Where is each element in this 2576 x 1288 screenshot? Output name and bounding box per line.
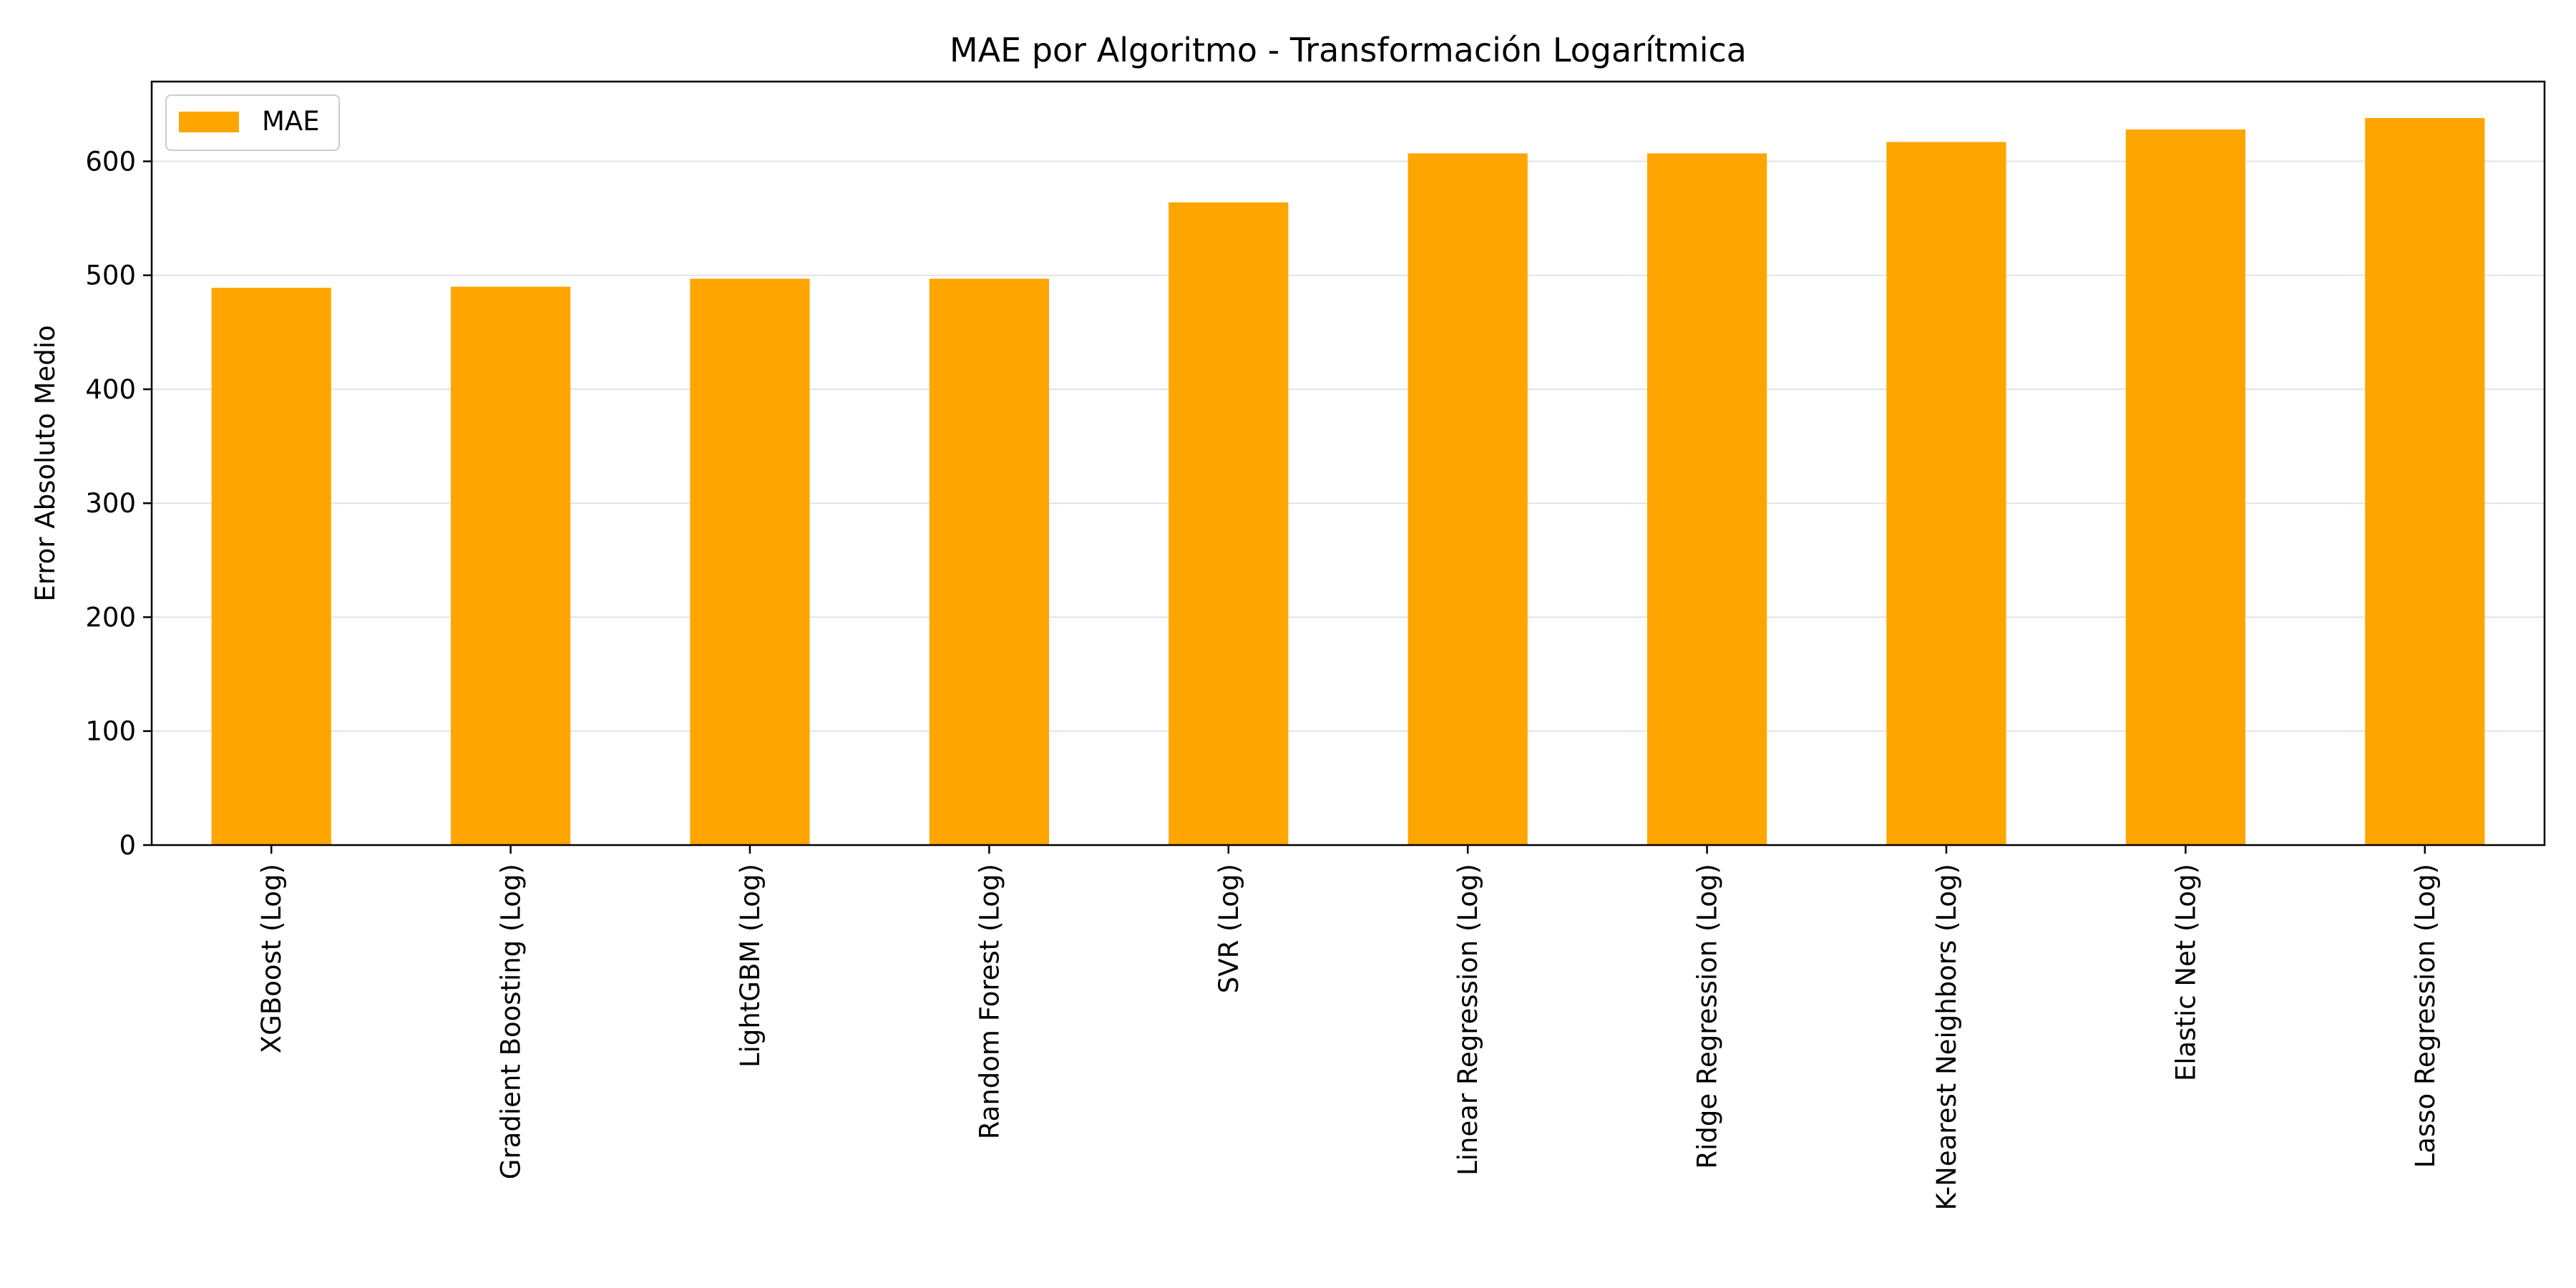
x-tick-label: XGBoost (Log) <box>256 864 287 1053</box>
y-tick-label: 600 <box>85 146 136 177</box>
x-tick-label: Elastic Net (Log) <box>2170 864 2201 1081</box>
bar <box>451 286 571 845</box>
chart-title: MAE por Algoritmo - Transformación Logar… <box>950 31 1747 69</box>
bars <box>211 117 2485 846</box>
y-axis-ticks: 0 100 200 300 400 500 600 <box>85 146 152 861</box>
bar <box>690 278 810 846</box>
bar <box>211 288 331 845</box>
legend: MAE <box>165 94 340 151</box>
y-tick-label: 300 <box>85 488 136 519</box>
x-tick-label: Random Forest (Log) <box>974 864 1005 1139</box>
bar <box>2365 117 2485 846</box>
x-axis-ticks: XGBoost (Log) Gradient Boosting (Log) Ligh… <box>256 845 2441 1211</box>
plot-frame <box>150 80 2546 847</box>
bar <box>929 278 1049 846</box>
y-tick-label: 500 <box>85 260 136 291</box>
bar <box>1886 142 2006 845</box>
y-axis-label: Error Absoluto Medio <box>30 325 61 601</box>
legend-label: MAE <box>262 106 320 137</box>
bar <box>1169 202 1289 845</box>
y-tick-label: 200 <box>85 602 136 633</box>
x-tick-label: Gradient Boosting (Log) <box>496 864 527 1179</box>
x-tick-label: K-Nearest Neighbors (Log) <box>1931 864 1962 1211</box>
x-tick-label: Lasso Regression (Log) <box>2410 864 2441 1168</box>
x-tick-label: Ridge Regression (Log) <box>1692 864 1723 1169</box>
bar <box>2125 129 2245 845</box>
x-tick-label: SVR (Log) <box>1214 864 1244 993</box>
y-tick-label: 100 <box>85 716 136 747</box>
y-tick-label: 0 <box>119 830 136 861</box>
legend-box <box>165 94 340 151</box>
legend-swatch <box>179 112 239 132</box>
bar <box>1407 153 1528 846</box>
y-tick-label: 400 <box>85 374 136 405</box>
bar <box>1647 153 1767 846</box>
x-tick-label: Linear Regression (Log) <box>1453 864 1483 1176</box>
x-tick-label: LightGBM (Log) <box>735 864 766 1068</box>
